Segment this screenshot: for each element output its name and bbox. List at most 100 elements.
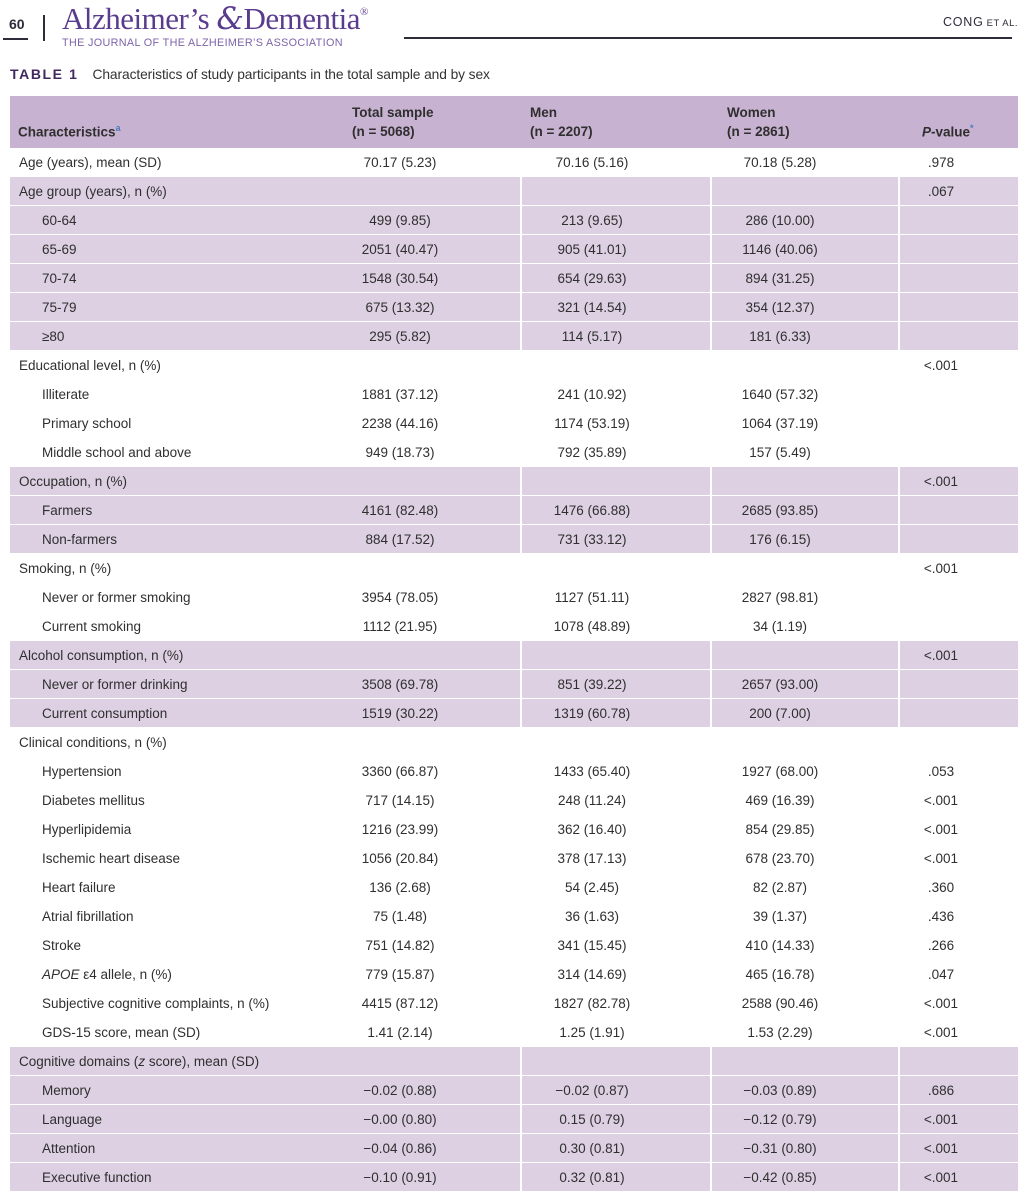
cell-p: <.001: [923, 1169, 959, 1185]
cell-women: 1640 (57.32): [741, 386, 819, 402]
cell-women: −0.42 (0.85): [743, 1169, 817, 1185]
cell-p: <.001: [923, 1111, 959, 1127]
row-label: Illiterate: [42, 386, 90, 402]
journal-logo: Alzheimer’s &Dementia® THE JOURNAL OF TH…: [62, 1, 368, 50]
cell-women: 39 (1.37): [752, 908, 808, 924]
cell-p: .047: [927, 966, 955, 982]
cell-total: 70.17 (5.23): [363, 154, 437, 170]
cell-total: 4161 (82.48): [361, 502, 439, 518]
row-label: 60-64: [42, 212, 77, 228]
cell-women: 1.53 (2.29): [747, 1024, 813, 1040]
row-label: 75-79: [42, 299, 77, 315]
cell-p: <.001: [923, 1024, 959, 1040]
cell-men: 1078 (48.89): [553, 618, 631, 634]
cell-men: 248 (11.24): [557, 792, 627, 808]
cell-men: 341 (15.45): [557, 937, 627, 953]
row-label: Current smoking: [42, 618, 142, 634]
cell-p: <.001: [923, 995, 959, 1011]
cell-men: 1319 (60.78): [553, 705, 631, 721]
row-label: Smoking, n (%): [19, 560, 112, 576]
row-label: Occupation, n (%): [19, 473, 128, 489]
table-row: Occupation, n (%) <.001: [10, 467, 1018, 496]
cell-men: −0.02 (0.87): [555, 1082, 629, 1098]
table-caption-label: TABLE 1: [10, 66, 79, 82]
cell-total: 2051 (40.47): [361, 241, 439, 257]
row-label: Middle school and above: [42, 444, 192, 460]
col-header-men: Men (n = 2207): [530, 105, 593, 139]
col-header-total-sample: Total sample (n = 5068): [352, 105, 434, 139]
cell-total: 3508 (69.78): [361, 676, 439, 692]
cell-p: .360: [927, 879, 955, 895]
cell-men: 36 (1.63): [564, 908, 620, 924]
cell-men: 54 (2.45): [564, 879, 620, 895]
cell-women: −0.12 (0.79): [743, 1111, 817, 1127]
table-row: Clinical conditions, n (%): [10, 728, 1018, 757]
cell-men: 1476 (66.88): [553, 502, 631, 518]
table-row: Non-farmers 884 (17.52) 731 (33.12) 176 (6.…: [10, 525, 1018, 554]
cell-total: 3360 (66.87): [361, 763, 439, 779]
row-label: Ischemic heart disease: [42, 850, 181, 866]
cell-women: 1146 (40.06): [742, 241, 818, 257]
row-label: Diabetes mellitus: [42, 792, 145, 808]
cell-women: 469 (16.39): [745, 792, 815, 808]
cell-total: 2238 (44.16): [361, 415, 439, 431]
row-label: Hyperlipidemia: [42, 821, 132, 837]
table-row: Executive function −0.10 (0.91) 0.32 (0.81…: [10, 1163, 1018, 1192]
journal-ampersand: &: [216, 1, 244, 37]
row-label: Atrial fibrillation: [42, 908, 134, 924]
table-caption-text: Characteristics of study participants in…: [92, 67, 490, 82]
row-label: APOE ε4 allele, n (%): [42, 966, 172, 982]
cell-total: −0.04 (0.86): [363, 1140, 437, 1156]
cell-women: 1927 (68.00): [741, 763, 819, 779]
cell-women: −0.03 (0.89): [743, 1082, 817, 1098]
row-label: Clinical conditions, n (%): [19, 734, 167, 750]
cell-p: .067: [927, 183, 955, 199]
cell-total: −0.02 (0.88): [363, 1082, 437, 1098]
table-row: 60-64 499 (9.85) 213 (9.65) 286 (10.00): [10, 206, 1018, 235]
col-header-women: Women (n = 2861): [727, 105, 790, 139]
header-divider-rule: [43, 15, 45, 41]
table-row: Farmers 4161 (82.48) 1476 (66.88) 2685 (93.…: [10, 496, 1018, 525]
cell-women: 854 (29.85): [745, 821, 815, 837]
row-label: Memory: [42, 1082, 91, 1098]
cell-total: 499 (9.85): [369, 212, 431, 228]
cell-total: 1548 (30.54): [361, 270, 439, 286]
cell-total: 1112 (21.95): [362, 618, 438, 634]
table-row: Heart failure 136 (2.68) 54 (2.45) 82 (2.87…: [10, 873, 1018, 902]
table-header-row: Characteristicsa Total sample (n = 5068) …: [10, 96, 1018, 148]
row-label: Never or former smoking: [42, 589, 191, 605]
table-row: Stroke 751 (14.82) 341 (15.45) 410 (14.33).…: [10, 931, 1018, 960]
table-row: GDS-15 score, mean (SD) 1.41 (2.14) 1.25 (…: [10, 1018, 1018, 1047]
cell-women: 2588 (90.46): [741, 995, 819, 1011]
row-label: Stroke: [42, 937, 82, 953]
table-row: 75-79 675 (13.32) 321 (14.54) 354 (12.37): [10, 293, 1018, 322]
table-row: Age (years), mean (SD) 70.17 (5.23) 70.16 …: [10, 148, 1018, 177]
table-row: Hypertension 3360 (66.87) 1433 (65.40) 1927…: [10, 757, 1018, 786]
cell-men: 0.15 (0.79): [559, 1111, 625, 1127]
cell-p: <.001: [923, 850, 959, 866]
footnote-marker-asterisk: *: [970, 122, 974, 133]
table-row: Language −0.00 (0.80) 0.15 (0.79) −0.12 (0.…: [10, 1105, 1018, 1134]
cell-men: 321 (14.54): [557, 299, 627, 315]
cell-total: −0.00 (0.80): [363, 1111, 437, 1127]
cell-women: −0.31 (0.80): [743, 1140, 817, 1156]
cell-total: 1881 (37.12): [361, 386, 439, 402]
cell-total: 884 (17.52): [365, 531, 435, 547]
cell-men: 70.16 (5.16): [555, 154, 629, 170]
cell-men: 851 (39.22): [557, 676, 627, 692]
cell-p: <.001: [923, 560, 959, 576]
cell-total: 949 (18.73): [365, 444, 435, 460]
cell-women: 82 (2.87): [752, 879, 808, 895]
journal-name-part1: Alzheimer’s: [62, 1, 210, 36]
journal-name-part2: Dementia: [243, 1, 361, 36]
cell-women: 286 (10.00): [745, 212, 815, 228]
cell-women: 678 (23.70): [745, 850, 815, 866]
cell-men: 1827 (82.78): [553, 995, 631, 1011]
row-label: 70-74: [42, 270, 77, 286]
footnote-marker-a: a: [115, 122, 121, 133]
cell-women: 176 (6.15): [749, 531, 811, 547]
cell-women: 2657 (93.00): [741, 676, 819, 692]
cell-men: 0.32 (0.81): [559, 1169, 625, 1185]
cell-p: <.001: [923, 647, 959, 663]
row-label: Hypertension: [42, 763, 122, 779]
